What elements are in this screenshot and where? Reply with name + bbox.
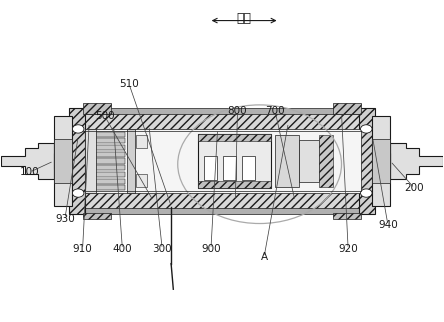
Bar bbox=[54, 116, 71, 206]
Bar bbox=[242, 156, 255, 180]
Circle shape bbox=[361, 189, 372, 197]
Bar bbox=[96, 145, 125, 150]
Text: 700: 700 bbox=[266, 106, 285, 116]
Bar bbox=[96, 172, 125, 177]
Bar bbox=[85, 129, 96, 193]
Bar bbox=[96, 185, 125, 191]
Bar bbox=[96, 158, 125, 164]
Bar bbox=[204, 156, 217, 180]
Bar bbox=[319, 135, 333, 187]
Text: 300: 300 bbox=[152, 244, 172, 254]
Circle shape bbox=[72, 189, 84, 197]
Bar bbox=[223, 156, 236, 180]
Bar bbox=[373, 116, 390, 206]
Text: 轴向: 轴向 bbox=[237, 12, 252, 25]
Bar bbox=[69, 109, 85, 213]
Bar bbox=[96, 179, 125, 184]
Bar bbox=[136, 174, 147, 187]
Text: 940: 940 bbox=[378, 220, 398, 230]
Bar bbox=[136, 135, 147, 148]
Bar bbox=[359, 109, 375, 213]
Circle shape bbox=[72, 125, 84, 133]
Bar bbox=[85, 129, 361, 193]
Polygon shape bbox=[390, 143, 443, 179]
Text: 800: 800 bbox=[228, 106, 247, 116]
Bar bbox=[198, 181, 271, 188]
Text: 510: 510 bbox=[119, 79, 139, 89]
Circle shape bbox=[361, 125, 372, 133]
Bar bbox=[83, 109, 361, 114]
Bar bbox=[373, 138, 390, 184]
Bar bbox=[96, 165, 125, 170]
Bar bbox=[83, 213, 111, 219]
Text: 920: 920 bbox=[338, 244, 358, 254]
Bar bbox=[275, 135, 299, 187]
Bar bbox=[54, 138, 71, 184]
Text: 910: 910 bbox=[73, 244, 92, 254]
Text: 900: 900 bbox=[201, 244, 221, 254]
Bar bbox=[198, 134, 271, 141]
Bar bbox=[96, 152, 125, 157]
Bar bbox=[333, 103, 361, 114]
Bar bbox=[83, 192, 361, 209]
Text: A: A bbox=[261, 252, 268, 262]
Bar bbox=[83, 113, 361, 130]
Text: 100: 100 bbox=[20, 167, 39, 177]
Bar bbox=[299, 140, 319, 182]
Text: 500: 500 bbox=[95, 111, 115, 121]
Text: 200: 200 bbox=[405, 183, 424, 193]
Polygon shape bbox=[1, 143, 54, 179]
Bar bbox=[333, 213, 361, 219]
Bar bbox=[198, 134, 271, 188]
Bar bbox=[83, 103, 111, 114]
Bar bbox=[83, 208, 361, 213]
Bar bbox=[54, 153, 390, 169]
Bar bbox=[127, 129, 135, 193]
Bar bbox=[96, 131, 125, 137]
Bar bbox=[96, 138, 125, 143]
Text: 400: 400 bbox=[113, 244, 132, 254]
Text: 930: 930 bbox=[55, 214, 75, 224]
